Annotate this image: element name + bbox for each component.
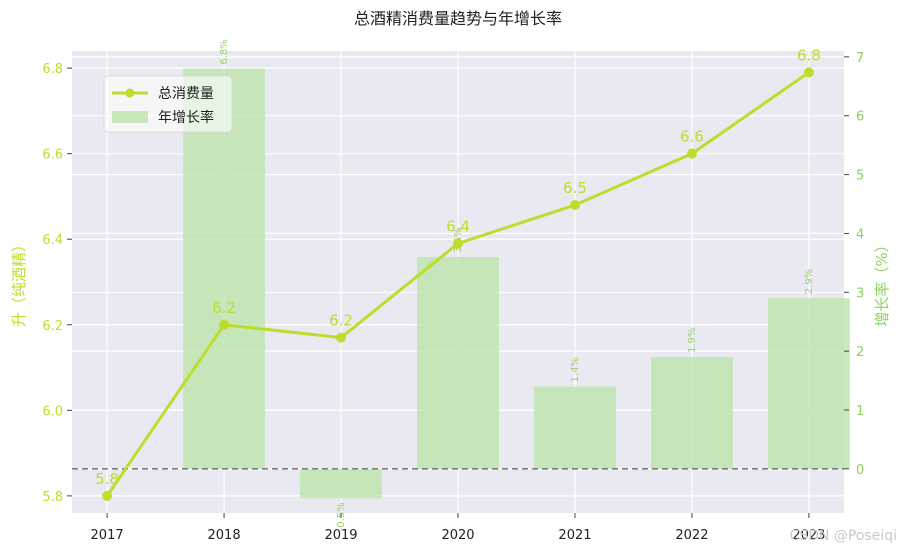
line-point-2022	[686, 148, 697, 159]
tick-label-right: 6	[856, 110, 864, 125]
legend-label-line: 总消费量	[158, 86, 214, 102]
bar-2019	[300, 468, 382, 499]
tick-label-left: 6.4	[42, 233, 63, 248]
tick-label-right: 5	[856, 169, 864, 184]
point-label-2023: 6.8	[797, 46, 821, 64]
bar-2020	[417, 256, 499, 469]
line-point-2021	[569, 200, 580, 210]
bar-2023	[767, 298, 850, 469]
point-label-2019: 6.2	[329, 312, 353, 330]
tick-label-right: 0	[856, 463, 864, 478]
point-label-2022: 6.6	[680, 128, 704, 146]
bar-2018	[183, 68, 265, 469]
tick-label-x: 2018	[208, 528, 241, 543]
bar-label-2022: 1.9%	[687, 328, 698, 353]
tick-label-left: 6.6	[42, 148, 63, 163]
bar-series: 6.8%-0.5%3.6%1.4%1.9%2.9%	[183, 39, 850, 531]
tick-label-x: 2023	[792, 528, 825, 543]
point-label-2018: 6.2	[212, 299, 236, 317]
line-point-2018	[219, 319, 230, 330]
tick-label-left: 6.8	[42, 62, 63, 77]
tick-label-x: 2020	[441, 528, 474, 543]
line-series: 5.8 6.2 6.2 6.4 6.5 6.6 6.8	[95, 46, 821, 501]
line-point-2019	[336, 332, 347, 343]
tick-label-left: 5.8	[42, 490, 63, 505]
line-point-2023	[803, 67, 814, 78]
legend-bar-swatch	[112, 111, 148, 123]
tick-label-x: 2017	[91, 528, 124, 543]
watermark: CSDN @Poseiqi	[790, 528, 897, 544]
tick-label-left: 6.2	[42, 319, 63, 334]
tick-label-x: 2019	[324, 528, 357, 543]
axes: 5.8 6.0 6.2 6.4 6.6 6.8 0 1 2 3 4 5 6 7 2017 2018 2019 20…	[10, 51, 891, 543]
legend-label-bar: 年增长率	[158, 109, 214, 126]
y-axis-label-left: 升（纯酒精）	[10, 237, 28, 327]
tick-label-x: 2022	[675, 528, 708, 543]
point-label-2020: 6.4	[446, 218, 470, 236]
tick-label-right: 4	[856, 227, 864, 242]
bar-2021	[534, 386, 616, 469]
bar-2022	[651, 357, 733, 469]
tick-label-left: 6.0	[42, 404, 63, 419]
point-label-2017: 5.8	[95, 470, 119, 488]
tick-label-x: 2021	[558, 528, 591, 543]
point-label-2021: 6.5	[563, 179, 587, 197]
y-axis-label-right: 增长率（%）	[873, 237, 891, 326]
line-point-2020	[453, 238, 463, 249]
line-point-2017	[102, 490, 113, 501]
chart-title: 总酒精消费量趋势与年增长率	[354, 9, 562, 28]
bar-label-2018: 6.8%	[219, 39, 230, 64]
tick-label-right: 7	[856, 51, 864, 66]
tick-label-right: 3	[856, 286, 864, 301]
bar-label-2021: 1.4%	[570, 357, 581, 382]
tick-label-right: 2	[856, 345, 864, 360]
tick-label-right: 1	[856, 404, 864, 419]
legend-line-marker	[125, 88, 135, 98]
bar-label-2023: 2.9%	[804, 269, 815, 294]
